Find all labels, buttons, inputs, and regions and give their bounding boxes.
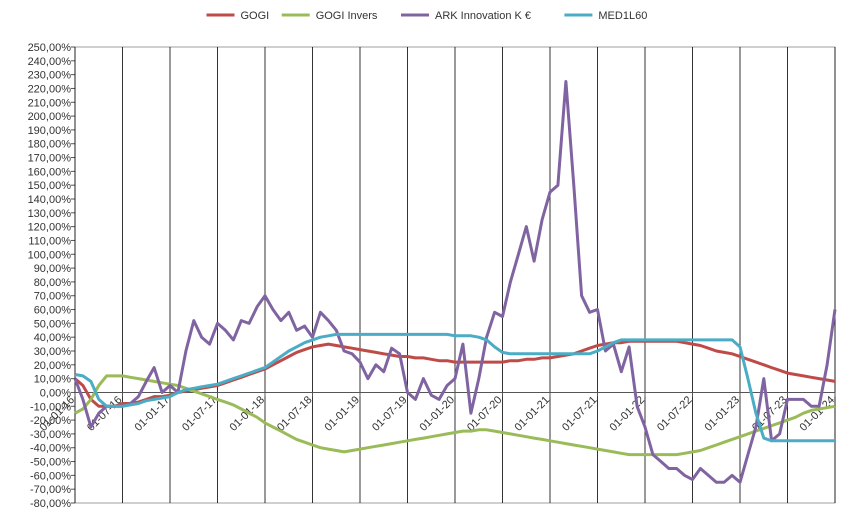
y-tick-label: -80,00%	[30, 498, 71, 510]
y-tick-label: 110,00%	[28, 235, 71, 247]
y-tick-label: -10,00%	[30, 401, 71, 413]
y-tick-label: 10,00%	[34, 374, 72, 386]
y-tick-label: 220,00%	[28, 83, 72, 95]
y-tick-label: 160,00%	[28, 166, 72, 178]
y-tick-label: 90,00%	[34, 263, 72, 275]
y-tick-label: -70,00%	[30, 484, 71, 496]
y-tick-label: 100,00%	[28, 249, 72, 261]
y-tick-label: 250,00%	[28, 42, 72, 54]
x-tick-label: 01-07-22	[655, 394, 695, 434]
x-tick-label: 01-01-23	[702, 394, 742, 434]
y-tick-label: 20,00%	[34, 360, 72, 372]
legend-label: GOGI Invers	[316, 10, 378, 22]
x-tick-label: 01-07-21	[560, 394, 600, 434]
x-tick-label: 01-01-19	[322, 394, 362, 434]
x-tick-label: 01-07-19	[370, 394, 410, 434]
y-tick-label: 120,00%	[28, 222, 72, 234]
y-tick-label: 240,00%	[28, 56, 72, 68]
y-tick-label: 80,00%	[34, 277, 72, 289]
y-tick-label: 60,00%	[34, 305, 72, 317]
y-tick-label: 70,00%	[34, 291, 72, 303]
y-tick-label: 0,00%	[40, 387, 71, 399]
series-line	[74, 374, 836, 457]
y-tick-label: -50,00%	[30, 457, 71, 469]
x-tick-label: 01-07-17	[180, 394, 220, 434]
y-tick-label: -30,00%	[30, 429, 71, 441]
legend-label: ARK Innovation K €	[435, 10, 531, 22]
y-tick-label: 130,00%	[28, 208, 72, 220]
y-tick-label: 150,00%	[28, 180, 72, 192]
legend-label: GOGI	[241, 10, 270, 22]
legend-label: MED1L60	[598, 10, 647, 22]
series-line	[74, 332, 835, 443]
y-tick-label: 170,00%	[28, 153, 72, 165]
y-tick-label: 30,00%	[34, 346, 72, 358]
y-tick-label: 50,00%	[34, 318, 72, 330]
y-tick-label: 40,00%	[34, 332, 72, 344]
y-tick-label: 230,00%	[28, 70, 72, 82]
y-tick-label: 200,00%	[28, 111, 72, 123]
y-tick-label: 210,00%	[28, 97, 72, 109]
y-tick-label: -20,00%	[30, 415, 71, 427]
y-tick-label: 190,00%	[28, 125, 72, 137]
x-tick-label: 01-01-16	[37, 394, 77, 434]
y-tick-label: 140,00%	[28, 194, 72, 206]
x-tick-label: 01-07-18	[275, 394, 315, 434]
y-tick-label: -40,00%	[30, 443, 71, 455]
y-tick-label: -60,00%	[30, 470, 71, 482]
series-line	[73, 80, 837, 484]
x-tick-label: 01-01-21	[512, 394, 552, 434]
y-tick-label: 180,00%	[28, 139, 72, 151]
